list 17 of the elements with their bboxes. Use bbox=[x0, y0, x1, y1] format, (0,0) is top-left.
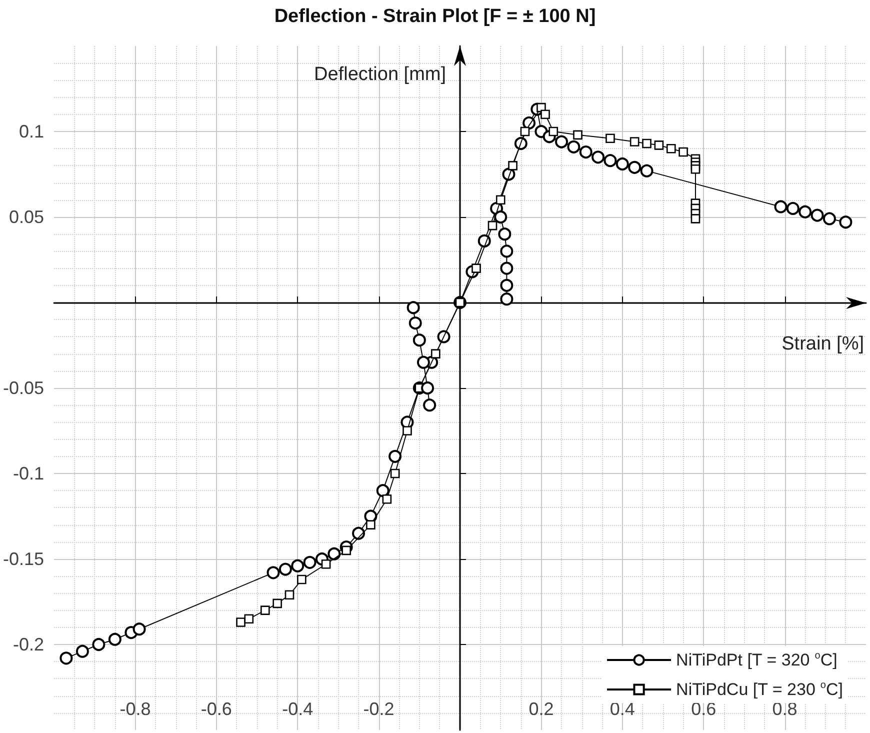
x-tick-label: -0.2 bbox=[363, 699, 394, 719]
y-tick-label: -0.1 bbox=[12, 464, 44, 484]
x-tick-label: 0.4 bbox=[610, 699, 635, 719]
x-tick-label: -0.8 bbox=[120, 699, 151, 719]
y-axis-title: Deflection [mm] bbox=[314, 64, 446, 85]
x-tick-label: 0.8 bbox=[772, 699, 798, 719]
y-tick-label: -0.15 bbox=[2, 549, 44, 569]
x-tick-label: 0.2 bbox=[528, 699, 554, 719]
x-axis-title: Strain [%] bbox=[782, 334, 864, 354]
chart-title: Deflection - Strain Plot [F = ± 100 N] bbox=[274, 6, 596, 27]
x-tick-label: -0.4 bbox=[282, 699, 314, 719]
y-tick-label: 0.1 bbox=[18, 122, 44, 142]
x-tick-label: 0.6 bbox=[691, 699, 716, 719]
y-tick-label: -0.2 bbox=[12, 634, 44, 654]
y-tick-label: 0.05 bbox=[8, 207, 44, 227]
y-tick-label: -0.05 bbox=[2, 378, 44, 398]
x-tick-label: -0.6 bbox=[200, 699, 232, 719]
